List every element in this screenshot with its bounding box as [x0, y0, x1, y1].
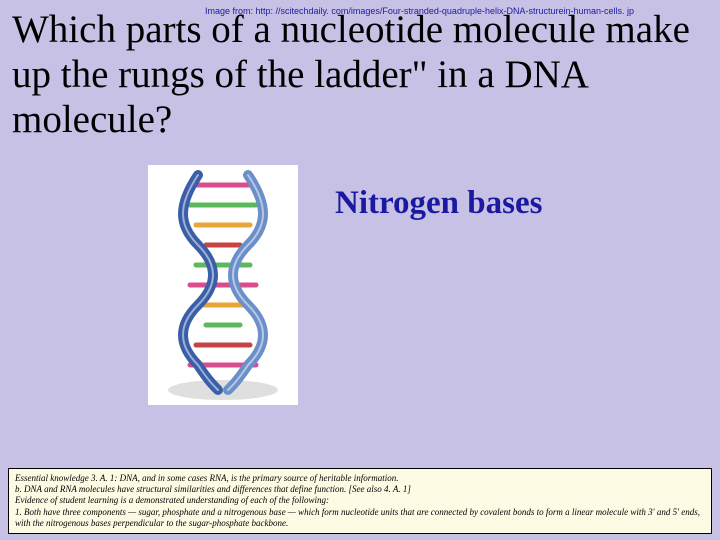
footer-line-2: b. DNA and RNA molecules have structural…	[15, 484, 705, 495]
dna-helix-image	[148, 165, 298, 405]
footer-line-1: Essential knowledge 3. A. 1: DNA, and in…	[15, 473, 705, 484]
footer-line-3: Evidence of student learning is a demons…	[15, 495, 705, 506]
essential-knowledge-box: Essential knowledge 3. A. 1: DNA, and in…	[8, 468, 712, 534]
answer-text: Nitrogen bases	[335, 185, 542, 222]
question-text: Which parts of a nucleotide molecule mak…	[12, 8, 716, 143]
footer-line-4: 1. Both have three components — sugar, p…	[15, 507, 705, 530]
dna-svg	[148, 165, 298, 405]
